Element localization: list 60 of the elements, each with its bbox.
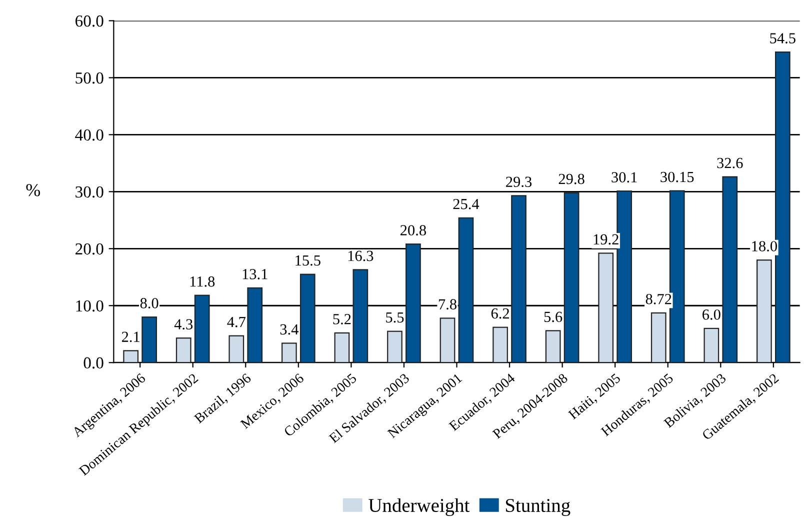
data-label: 5.2 xyxy=(333,314,351,324)
bar xyxy=(722,176,738,363)
y-tick-label: 50.0 xyxy=(76,72,104,84)
data-label: 7.8 xyxy=(438,299,456,310)
data-label: 8.0 xyxy=(140,298,158,308)
bar xyxy=(650,312,666,363)
bar xyxy=(704,328,720,363)
data-label: 4.7 xyxy=(227,316,246,328)
data-label: 2.1 xyxy=(122,332,140,342)
data-label: 29.3 xyxy=(506,176,532,188)
y-tick-label: 40.0 xyxy=(75,129,104,141)
legend-label: Stunting xyxy=(506,498,570,516)
data-label: 5.6 xyxy=(544,312,562,322)
bar xyxy=(598,252,614,363)
data-label: 54.5 xyxy=(770,33,796,44)
bar xyxy=(142,316,157,363)
bar xyxy=(440,318,456,363)
data-label: 25.4 xyxy=(453,198,480,210)
bar xyxy=(387,330,402,363)
data-label: 15.5 xyxy=(296,255,320,266)
data-label: 5.5 xyxy=(386,312,404,323)
data-label: 32.6 xyxy=(717,158,743,168)
data-label: 30.1 xyxy=(612,172,637,182)
bar xyxy=(616,190,632,363)
data-label: 13.1 xyxy=(242,269,268,280)
data-label: 30.15 xyxy=(660,172,694,182)
bar xyxy=(194,294,210,363)
bar xyxy=(564,192,580,363)
data-label: 16.3 xyxy=(348,250,374,262)
y-tick-label: 60.0 xyxy=(76,15,104,27)
bar xyxy=(300,274,316,363)
bar xyxy=(247,287,263,363)
bar xyxy=(492,326,508,363)
data-label: 6.0 xyxy=(702,309,720,320)
data-label: 6.2 xyxy=(491,308,509,319)
data-label: 19.2 xyxy=(594,234,618,245)
legend-label: Underweight xyxy=(368,498,470,516)
data-label: 8.72 xyxy=(646,294,672,304)
data-label: 4.3 xyxy=(174,319,193,330)
y-axis-title: % xyxy=(26,184,40,196)
bar xyxy=(406,244,421,363)
bar xyxy=(176,338,192,363)
data-label: 3.4 xyxy=(280,324,298,335)
data-label: 20.8 xyxy=(400,225,426,236)
bar xyxy=(511,195,526,363)
bar xyxy=(123,350,139,363)
y-tick-label: 20.0 xyxy=(76,243,104,255)
bar xyxy=(756,259,772,363)
bar xyxy=(352,269,368,363)
bar xyxy=(281,342,297,363)
bar xyxy=(545,330,561,363)
data-label: 11.8 xyxy=(190,276,215,287)
y-tick-label: 30.0 xyxy=(76,186,104,198)
data-label: 29.8 xyxy=(558,174,584,184)
bar xyxy=(334,332,350,363)
bar xyxy=(458,217,474,363)
y-tick-label: 10.0 xyxy=(76,300,104,312)
bar xyxy=(228,335,244,363)
data-label: 18.0 xyxy=(752,241,777,252)
y-tick-label: 0.0 xyxy=(84,357,104,369)
